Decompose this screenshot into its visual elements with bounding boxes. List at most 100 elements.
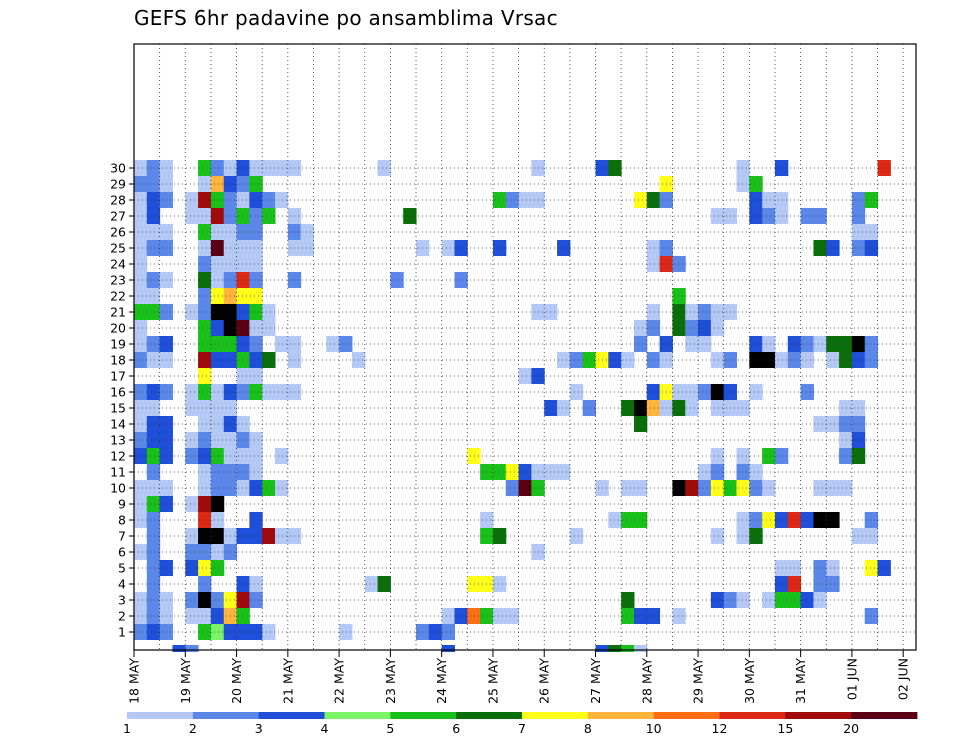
heatmap-cell [210, 384, 225, 400]
heatmap-cell [275, 384, 289, 400]
heatmap-cell [146, 240, 161, 256]
heatmap-cell [839, 416, 853, 432]
heatmap-cell [749, 176, 763, 192]
heatmap-cell [813, 480, 827, 496]
heatmap-cell [762, 512, 776, 528]
heatmap-cell [210, 192, 225, 208]
heatmap-cell [198, 320, 212, 336]
heatmap-cell [454, 272, 468, 288]
legend-label: 7 [518, 721, 526, 736]
heatmap-cell [557, 240, 571, 256]
heatmap-cell [236, 592, 250, 608]
heatmap-cell [262, 528, 276, 544]
heatmap-cell [864, 560, 879, 576]
heatmap-cell [646, 192, 661, 208]
heatmap-cell [249, 192, 263, 208]
heatmap-cell [210, 336, 225, 352]
y-tick-label: 27 [110, 209, 126, 224]
heatmap-cell [608, 645, 622, 652]
y-tick-label: 13 [110, 433, 126, 448]
heatmap-cell [621, 352, 635, 368]
heatmap-cell [826, 480, 840, 496]
heatmap-cell [390, 272, 404, 288]
x-tick-label: 18 MAY [127, 658, 142, 704]
heatmap-cell [633, 512, 648, 528]
legend-label: 3 [255, 721, 263, 736]
heatmap-cell [672, 304, 686, 320]
heatmap-cell [736, 592, 750, 608]
heatmap-cell [134, 288, 148, 304]
x-tick-label: 25 MAY [485, 658, 500, 704]
heatmap-cell [198, 608, 212, 624]
heatmap-cell [210, 560, 225, 576]
chart-title: GEFS 6hr padavine po ansamblima Vrsac [134, 6, 558, 30]
heatmap-cell [134, 336, 148, 352]
legend-label: 15 [777, 721, 793, 736]
heatmap-cell [762, 336, 776, 352]
heatmap-cell [749, 192, 763, 208]
heatmap-cell [749, 336, 763, 352]
y-tick-label: 29 [110, 177, 126, 192]
x-tick-label: 01 JUN [844, 658, 859, 700]
x-tick-label: 22 MAY [332, 658, 347, 704]
x-tick-label: 02 JUN [896, 658, 911, 700]
heatmap-cell [621, 608, 635, 624]
heatmap-cell [762, 448, 776, 464]
x-axis: 18 MAY 19 MAY 20 MAY 21 MAY 22 MAY 23 MAY 24 M… [127, 650, 911, 704]
heatmap-cell [621, 512, 635, 528]
heatmap-cell [236, 192, 250, 208]
heatmap-cell [275, 160, 289, 176]
heatmap-cell [236, 256, 250, 272]
heatmap-cell [185, 528, 199, 544]
heatmap-cell [492, 240, 507, 256]
heatmap-cell [134, 176, 148, 192]
heatmap-cell [774, 352, 789, 368]
heatmap-cell [646, 608, 661, 624]
heatmap-cell [134, 352, 148, 368]
legend-swatch [785, 712, 852, 719]
heatmap-cell [249, 336, 263, 352]
heatmap-cell [864, 336, 879, 352]
plot-frame [133, 43, 917, 651]
heatmap-cell [236, 176, 250, 192]
heatmap-cell [685, 304, 699, 320]
heatmap-cell [326, 336, 340, 352]
y-tick-label: 26 [110, 225, 126, 240]
legend-label: 10 [646, 721, 662, 736]
legend-swatch [258, 712, 325, 719]
heatmap-cell [210, 400, 225, 416]
heatmap-cell [698, 320, 712, 336]
heatmap-cell [736, 400, 750, 416]
heatmap-cell [198, 384, 212, 400]
heatmap-cell [134, 320, 148, 336]
heatmap-cell [185, 496, 199, 512]
heatmap-cell [633, 400, 648, 416]
heatmap-cell [146, 448, 161, 464]
heatmap-cell [864, 528, 879, 544]
heatmap-cell [800, 336, 814, 352]
heatmap-cell [839, 400, 853, 416]
x-tick-label: 20 MAY [229, 658, 244, 704]
heatmap-cell [826, 576, 840, 592]
heatmap-cell [210, 272, 225, 288]
y-tick-label: 6 [118, 545, 126, 560]
legend-swatch [522, 712, 589, 719]
heatmap-cell [236, 208, 250, 224]
heatmap-cell [864, 352, 879, 368]
heatmap-cell [736, 160, 750, 176]
heatmap-cell [672, 288, 686, 304]
heatmap-cell [518, 192, 532, 208]
heatmap-cell [749, 208, 763, 224]
heatmap-cell [864, 192, 879, 208]
heatmap-cell [198, 288, 212, 304]
heatmap-cell [749, 384, 763, 400]
heatmap-cell [877, 560, 891, 576]
heatmap-cell [877, 160, 891, 176]
heatmap-cell [185, 608, 199, 624]
heatmap-cell [134, 496, 148, 512]
heatmap-cell [813, 416, 827, 432]
heatmap-cell [185, 544, 199, 560]
heatmap-cell [633, 320, 648, 336]
heatmap-cell [236, 352, 250, 368]
heatmap-cell [146, 352, 161, 368]
